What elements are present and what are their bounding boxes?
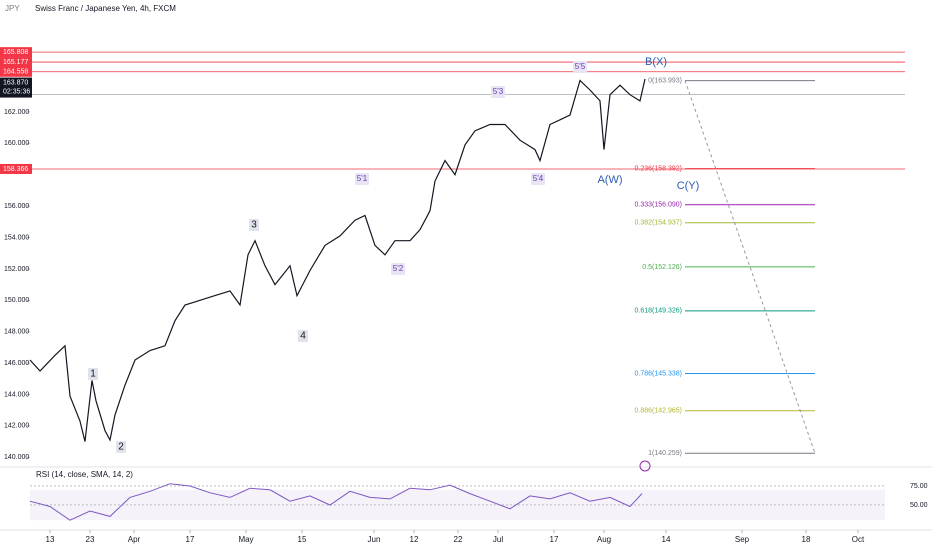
wave-label: A(W) — [597, 174, 622, 186]
rsi-tick-label: 50.00 — [910, 502, 928, 509]
y-tick-label: 152.000 — [4, 266, 29, 273]
level-label: 158.366 — [3, 166, 28, 173]
wave-label: 5'2 — [393, 264, 404, 273]
wave-label: 5'4 — [533, 174, 544, 183]
y-tick-label: 154.000 — [4, 234, 29, 241]
x-tick-label: Jul — [493, 535, 503, 544]
x-tick-label: Aug — [597, 535, 611, 544]
rsi-line — [29, 483, 643, 521]
fib-label: 0(163.993) — [648, 77, 682, 84]
level-label: 164.558 — [3, 69, 28, 76]
x-tick-label: Oct — [852, 535, 865, 544]
x-tick-label: 22 — [454, 535, 463, 544]
x-tick-label: 13 — [46, 535, 55, 544]
fib-label: 0.618(149.326) — [635, 308, 682, 315]
x-tick-label: Jun — [368, 535, 381, 544]
y-tick-label: 150.000 — [4, 297, 29, 304]
x-tick-label: 12 — [410, 535, 419, 544]
symbol: JPY — [5, 4, 20, 13]
level-label: 165.177 — [3, 59, 28, 66]
wave-box — [116, 441, 126, 453]
x-tick-label: 17 — [186, 535, 195, 544]
rsi-title: RSI (14, close, SMA, 14, 2) — [36, 470, 133, 479]
wave-label: 3 — [251, 220, 257, 231]
fib-label: 0.382(154.937) — [635, 220, 682, 227]
level-tag — [0, 163, 32, 174]
fib-label: 0.786(145.338) — [635, 370, 682, 377]
wave-box — [531, 173, 545, 185]
y-tick-label: 144.000 — [4, 391, 29, 398]
x-tick-label: 23 — [86, 535, 95, 544]
level-tag — [0, 47, 32, 58]
x-tick-label: 17 — [550, 535, 559, 544]
y-tick-label: 162.000 — [4, 109, 29, 116]
last-price-label: 163.870 — [3, 79, 28, 86]
y-tick-label: 148.000 — [4, 329, 29, 336]
x-tick-label: May — [238, 535, 253, 544]
x-tick-label: Sep — [735, 535, 750, 544]
wave-label: 1 — [90, 369, 96, 380]
wave-box — [491, 86, 505, 98]
level-tag — [0, 57, 32, 68]
x-tick-label: 15 — [298, 535, 307, 544]
countdown: 02:35:36 — [3, 88, 30, 95]
wave-box — [249, 219, 259, 231]
wave-label: 5'3 — [493, 87, 504, 96]
wave-box — [391, 263, 405, 275]
chart-title: Swiss Franc / Japanese Yen, 4h, FXCM — [35, 4, 176, 13]
fib-label: 0.5(152.126) — [642, 264, 682, 271]
y-tick-label: 142.000 — [4, 423, 29, 430]
y-tick-label: 140.000 — [4, 454, 29, 461]
wave-label: C(Y) — [677, 180, 700, 192]
x-tick-label: 14 — [662, 535, 671, 544]
rsi-tick-label: 75.00 — [910, 483, 928, 490]
wave-box — [88, 368, 98, 380]
wave-box — [355, 173, 369, 185]
event-icon[interactable] — [639, 460, 651, 472]
fib-label: 0.886(142.965) — [635, 408, 682, 415]
level-label: 165.808 — [3, 49, 28, 56]
wave-box — [298, 330, 308, 342]
fib-label: 0.236(158.392) — [635, 165, 682, 172]
x-tick-label: 18 — [802, 535, 811, 544]
wave-label: 5'1 — [357, 174, 368, 183]
wave-label: 5'5 — [575, 62, 586, 71]
price-tag — [0, 77, 32, 98]
wave-label: B(X) — [645, 56, 667, 68]
level-tag — [0, 66, 32, 77]
y-tick-label: 156.000 — [4, 203, 29, 210]
fib-label: 0.333(156.090) — [635, 202, 682, 209]
wave-label: 4 — [300, 331, 306, 342]
fib-label: 1(140.259) — [648, 450, 682, 457]
x-tick-label: Apr — [128, 535, 141, 544]
wave-label: 2 — [118, 442, 124, 453]
wave-box — [573, 61, 587, 73]
y-tick-label: 146.000 — [4, 360, 29, 367]
price-line — [29, 78, 646, 442]
y-tick-label: 160.000 — [4, 140, 29, 147]
